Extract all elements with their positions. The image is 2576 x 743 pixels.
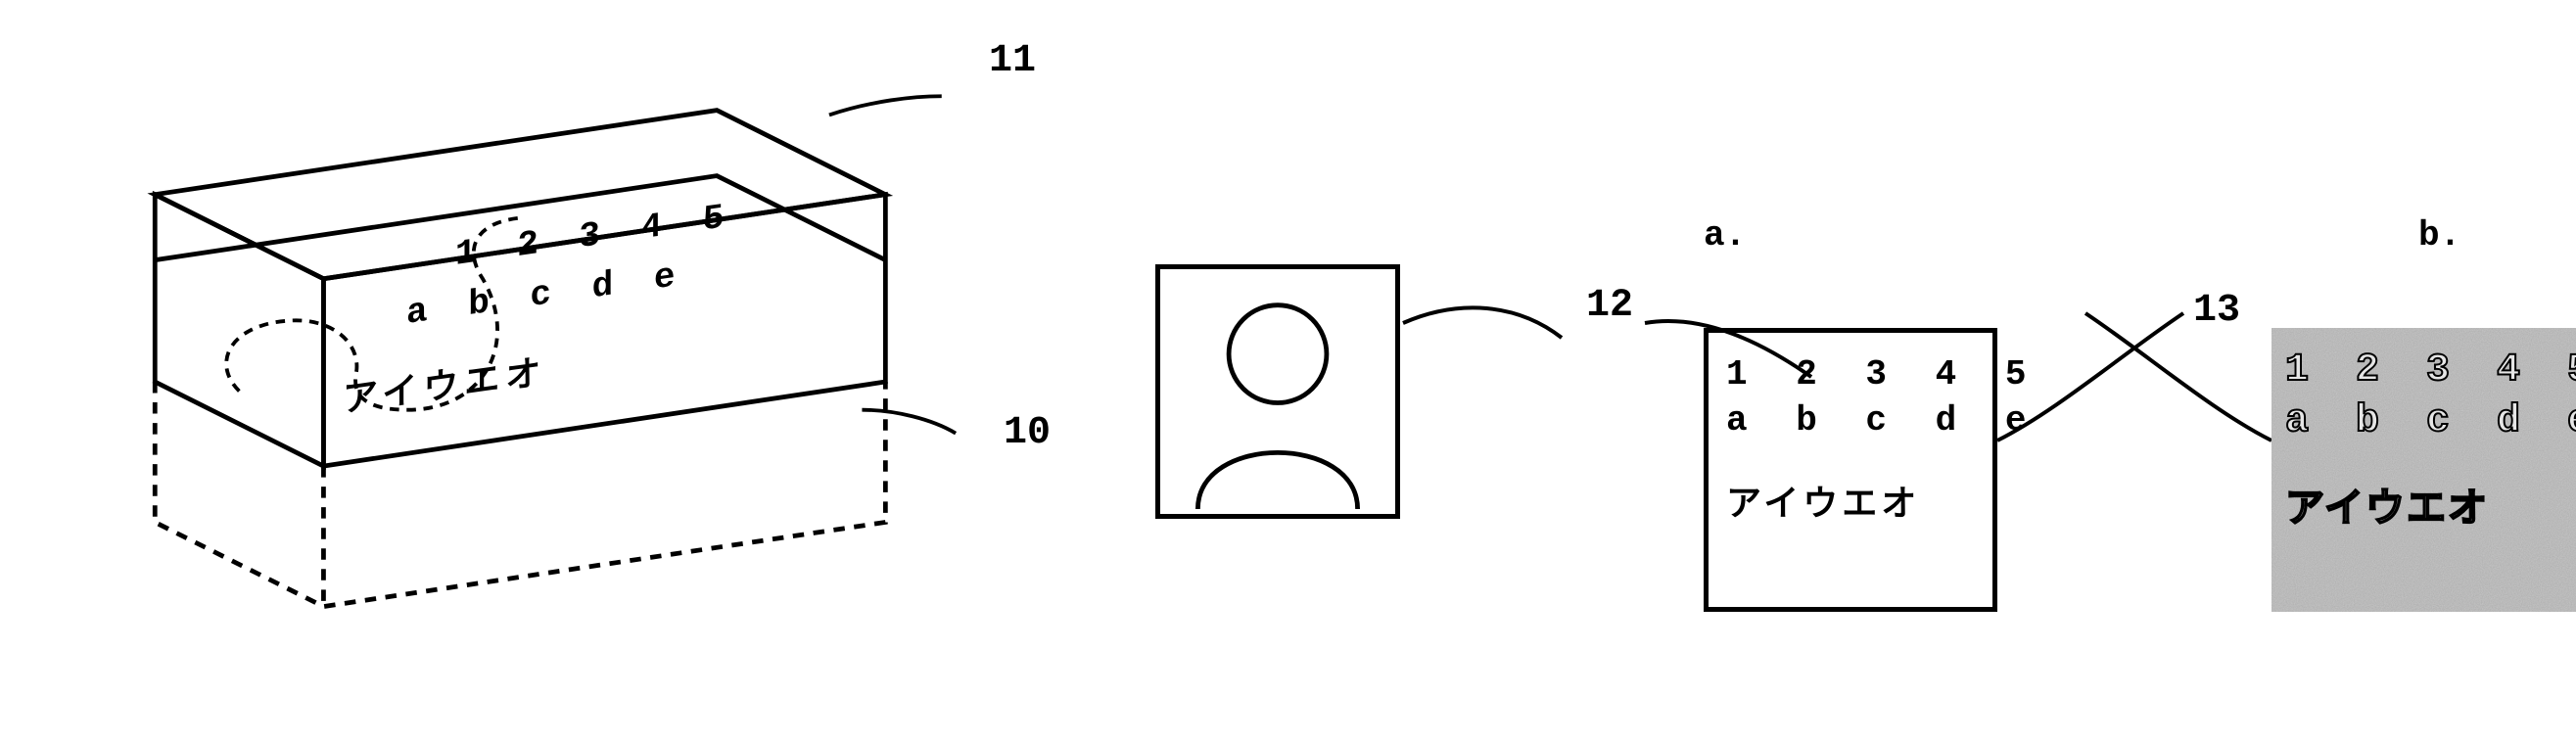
panel-b-row1: 1 2 3 4 5 xyxy=(2285,346,2576,396)
callout-12: 12 xyxy=(1586,284,1633,328)
callout-11: 11 xyxy=(989,39,1036,83)
box-3d-svg xyxy=(117,78,979,685)
callout-10: 10 xyxy=(1004,411,1051,455)
label-b: b. xyxy=(2418,215,2460,255)
panel-b-row2: a b c d e xyxy=(2285,396,2576,447)
panel-a: 1 2 3 4 5 a b c d e アイウエオ xyxy=(1704,328,1997,612)
diagram-stage: 1 2 3 4 5 a b c d e アイウエオ 11 10 12 a. b.… xyxy=(39,39,2537,704)
panel-b-row3: アイウエオ xyxy=(2285,487,2576,537)
person-icon xyxy=(1160,269,1395,514)
box-3d: 1 2 3 4 5 a b c d e アイウエオ xyxy=(117,78,979,685)
person-frame xyxy=(1155,264,1400,519)
panel-a-row2: a b c d e xyxy=(1726,398,1975,444)
callout-b-line xyxy=(2076,294,2301,450)
panel-a-row3: アイウエオ xyxy=(1726,484,1975,530)
panel-b: 1 2 3 4 5 a b c d e アイウエオ xyxy=(2272,328,2576,612)
label-a: a. xyxy=(1704,215,1746,255)
panel-a-row1: 1 2 3 4 5 xyxy=(1726,352,1975,398)
